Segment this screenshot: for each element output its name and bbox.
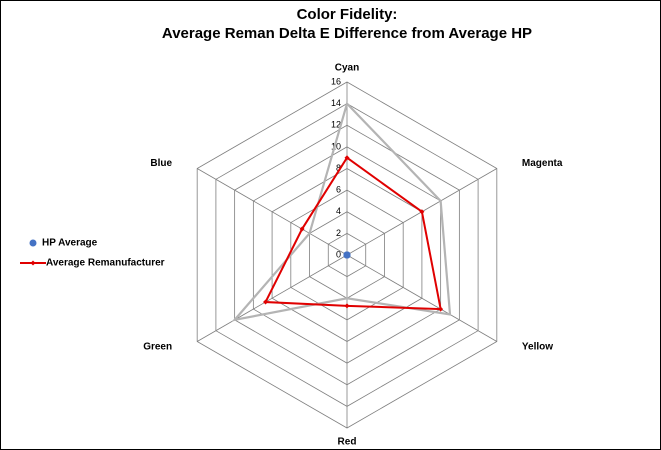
y-tick-label: 10 [331, 141, 341, 151]
legend-label: Average Remanufacturer [46, 258, 165, 269]
category-label: Magenta [522, 158, 563, 169]
y-tick-label: 2 [336, 228, 341, 238]
legend-label: HP Average [42, 238, 98, 249]
series-line [231, 101, 452, 322]
legend-marker [30, 260, 36, 266]
data-point [344, 155, 350, 161]
category-label: Red [338, 437, 357, 448]
category-label: Blue [150, 158, 172, 169]
category-label: Yellow [522, 341, 553, 352]
y-tick-label: 4 [336, 206, 341, 216]
spoke [196, 168, 348, 256]
data-point [419, 209, 425, 215]
y-tick-label: 6 [336, 185, 341, 195]
data-point [263, 299, 269, 305]
chart-title: Average Reman Delta E Difference from Av… [162, 25, 532, 42]
y-tick-label: 0 [336, 249, 341, 259]
spoke [196, 254, 348, 342]
data-point [344, 303, 350, 309]
chart-title: Color Fidelity: [297, 6, 398, 23]
y-tick-label: 12 [331, 120, 341, 130]
category-label: Green [143, 341, 172, 352]
y-tick-label: 16 [331, 76, 341, 86]
y-tick-label: 14 [331, 98, 341, 108]
data-point [299, 226, 305, 232]
data-point [343, 251, 351, 259]
spoke [346, 254, 498, 342]
legend-marker [29, 239, 37, 247]
y-tick-label: 8 [336, 163, 341, 173]
data-point [438, 306, 444, 312]
category-label: Cyan [335, 63, 359, 74]
